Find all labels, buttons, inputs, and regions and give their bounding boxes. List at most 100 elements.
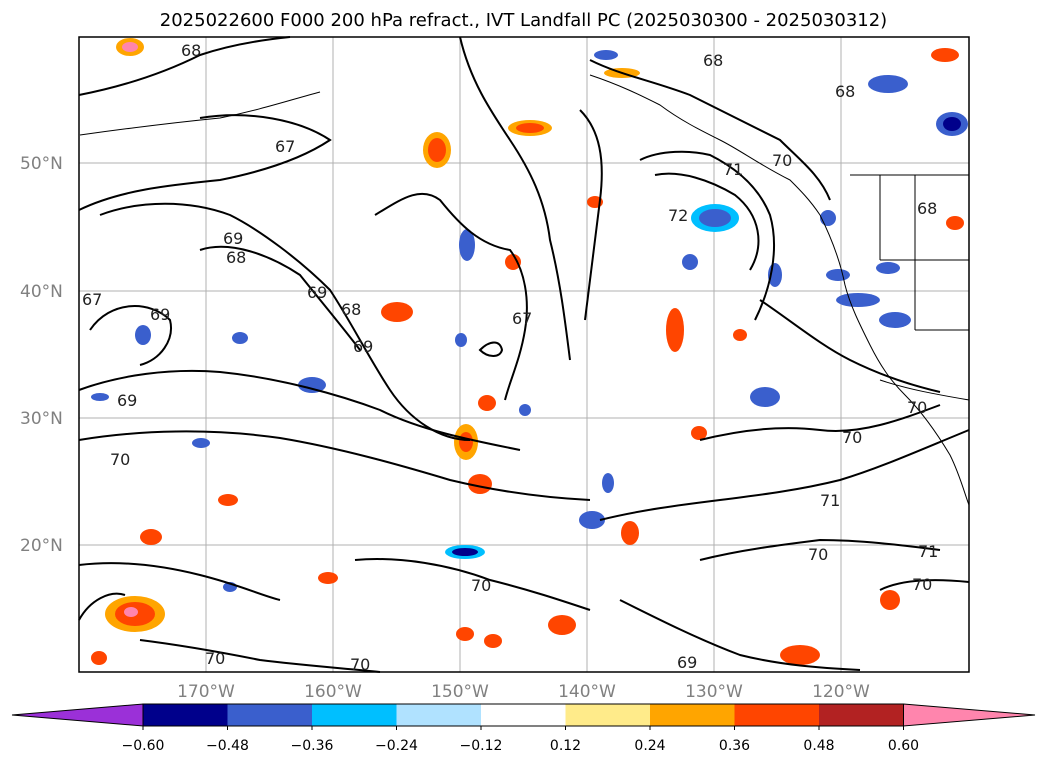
contour-71-east	[699, 538, 941, 561]
refractivity-contours	[78, 36, 970, 673]
contour-label: 68	[835, 82, 855, 101]
contour-67-central	[374, 192, 528, 401]
colorbar-segment	[312, 704, 397, 726]
contour-69-sw	[89, 305, 172, 366]
negative-patch	[519, 404, 531, 416]
colorbar-segment	[227, 704, 313, 726]
lat-label-20n: 20°N	[20, 536, 63, 556]
negative-patch	[192, 438, 210, 448]
positive-patch-core	[459, 432, 473, 452]
contour-label: 70	[110, 450, 130, 469]
contour-label: 70	[350, 655, 370, 674]
colorbar-tick-label: 0.24	[634, 738, 665, 754]
contour-southwest	[78, 592, 126, 621]
lon-label-130w: 130°W	[685, 682, 743, 702]
colorbar-segment	[650, 704, 735, 726]
contour-label: 69	[150, 305, 170, 324]
contour-70-southeast	[879, 579, 970, 591]
contour-label: 71	[820, 491, 840, 510]
contour-label: 70	[471, 576, 491, 595]
lat-label-30n: 30°N	[20, 409, 63, 429]
positive-patch	[548, 615, 576, 635]
colorbar-outline	[142, 703, 904, 727]
colorbar-ticks: −0.60 −0.48 −0.36 −0.24 −0.12 0.12 0.24 0.36 0.4…	[122, 726, 919, 754]
aleutian-islands	[79, 91, 321, 136]
positive-patch	[505, 254, 521, 270]
lon-label-150w: 150°W	[431, 682, 489, 702]
contour-label: 70	[907, 398, 927, 417]
latitude-labels: 50°N 40°N 30°N 20°N	[20, 154, 63, 556]
colorbar-tick-label: −0.24	[375, 738, 418, 754]
contour-label: 70	[772, 151, 792, 170]
contour-label: 71	[723, 160, 743, 179]
colorbar-segment	[143, 704, 228, 726]
negative-patch	[455, 333, 467, 347]
negative-patch	[232, 332, 248, 344]
positive-patch	[478, 395, 496, 411]
contour-68-north	[78, 36, 291, 96]
map-title: 2025022600 F000 200 hPa refract., IVT La…	[159, 10, 888, 31]
lon-label-120w: 120°W	[812, 682, 870, 702]
positive-anomalies	[91, 38, 964, 665]
contour-label: 69	[677, 653, 697, 672]
map-frame	[78, 36, 970, 673]
contour-72	[654, 172, 760, 271]
negative-anomalies	[91, 50, 968, 592]
coastline-us-west	[819, 214, 970, 506]
contour-label: 67	[275, 137, 295, 156]
colorbar	[11, 703, 1036, 727]
longitude-labels: 170°W 160°W 150°W 140°W 130°W 120°W	[177, 682, 870, 702]
contour-70-bottom	[139, 639, 381, 673]
colorbar-tick-label: −0.48	[206, 738, 249, 754]
contour-label: 70	[205, 649, 225, 668]
negative-patch	[91, 393, 109, 401]
positive-patch	[733, 329, 747, 341]
coastlines	[79, 74, 970, 506]
contour-71	[639, 150, 776, 321]
colorbar-tick-label: 0.60	[888, 738, 919, 754]
contour-label: 69	[117, 391, 137, 410]
contour-71-south	[599, 429, 970, 521]
contour-label: 68	[226, 248, 246, 267]
negative-patch	[579, 511, 605, 529]
lon-label-170w: 170°W	[177, 682, 235, 702]
contour-label: 68	[341, 300, 361, 319]
contour-label: 68	[703, 51, 723, 70]
map-plot-area	[79, 37, 969, 672]
contour-67	[78, 114, 332, 211]
positive-patch	[880, 590, 900, 610]
negative-patch	[836, 293, 880, 307]
lon-label-160w: 160°W	[304, 682, 362, 702]
contour-67-mid	[459, 36, 571, 361]
negative-patch	[876, 262, 900, 274]
contour-coast	[759, 299, 941, 393]
shaded-anomalies	[91, 38, 968, 665]
positive-patch	[468, 474, 492, 494]
colorbar-segment	[396, 704, 482, 726]
positive-patch-core	[122, 42, 138, 52]
lat-label-50n: 50°N	[20, 154, 63, 174]
colorbar-tick-label: 0.48	[803, 738, 834, 754]
contour-70-east	[699, 404, 941, 441]
contour-70-central	[579, 109, 603, 321]
contour-68-west	[199, 245, 361, 351]
contour-label: 70	[912, 575, 932, 594]
contour-label: 69	[307, 283, 327, 302]
positive-patch	[621, 521, 639, 545]
contour-label: 68	[917, 199, 937, 218]
contour-label: 67	[512, 309, 532, 328]
positive-patch	[931, 48, 959, 62]
colorbar-tick-label: 0.12	[550, 738, 581, 754]
negative-patch-core	[452, 548, 478, 556]
contour-label: 70	[808, 545, 828, 564]
colorbar-tick-label: −0.60	[122, 738, 165, 754]
positive-patch	[946, 216, 964, 230]
colorbar-extend-high	[903, 703, 1036, 727]
contour-labels: 68 67 69 68 69 68 69 67 67 69 69 70 68 7…	[82, 41, 938, 674]
colorbar-extend-low	[11, 703, 144, 727]
positive-patch	[381, 302, 413, 322]
negative-patch-core	[943, 117, 961, 131]
negative-patch	[682, 254, 698, 270]
positive-patch	[456, 627, 474, 641]
